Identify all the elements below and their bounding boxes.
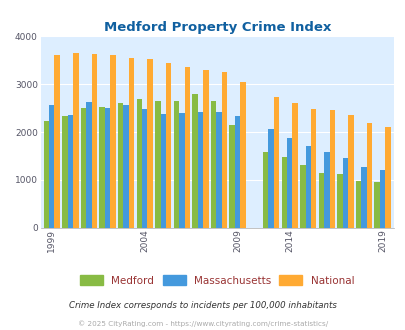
Bar [123,105,128,228]
Bar [360,167,366,228]
Bar [147,59,153,228]
Bar [62,116,68,228]
Bar [49,105,54,228]
Bar [379,170,384,228]
Bar [329,110,334,228]
Title: Medford Property Crime Index: Medford Property Crime Index [103,21,330,34]
Bar [43,121,49,228]
Text: © 2025 CityRating.com - https://www.cityrating.com/crime-statistics/: © 2025 CityRating.com - https://www.city… [78,321,327,327]
Bar [128,58,134,228]
Bar [216,113,221,228]
Bar [73,52,78,228]
Bar [240,82,245,228]
Bar [299,166,305,228]
Bar [323,152,329,228]
Bar [179,113,184,228]
Bar [384,127,390,228]
Bar [192,94,197,228]
Bar [305,147,310,228]
Bar [184,67,190,228]
Bar [110,55,115,228]
Bar [229,125,234,228]
Legend: Medford, Massachusetts, National: Medford, Massachusetts, National [76,271,358,290]
Bar [68,115,73,228]
Bar [234,116,240,228]
Bar [155,101,160,228]
Bar [173,101,179,228]
Bar [166,63,171,228]
Bar [136,98,142,228]
Bar [347,115,353,228]
Bar [373,182,379,228]
Bar [86,102,92,228]
Bar [142,109,147,228]
Bar [99,107,104,228]
Bar [160,114,166,228]
Bar [54,55,60,228]
Bar [355,181,360,228]
Bar [221,72,227,228]
Bar [286,138,292,228]
Bar [342,158,347,228]
Bar [281,157,286,228]
Bar [81,108,86,228]
Bar [210,101,216,228]
Bar [104,108,110,228]
Text: Crime Index corresponds to incidents per 100,000 inhabitants: Crime Index corresponds to incidents per… [69,301,336,310]
Bar [366,123,371,228]
Bar [92,54,97,228]
Bar [117,103,123,228]
Bar [268,129,273,228]
Bar [273,97,279,228]
Bar [310,109,316,228]
Bar [337,174,342,228]
Bar [197,113,203,228]
Bar [292,103,297,228]
Bar [318,173,323,228]
Bar [262,152,268,228]
Bar [203,70,208,228]
